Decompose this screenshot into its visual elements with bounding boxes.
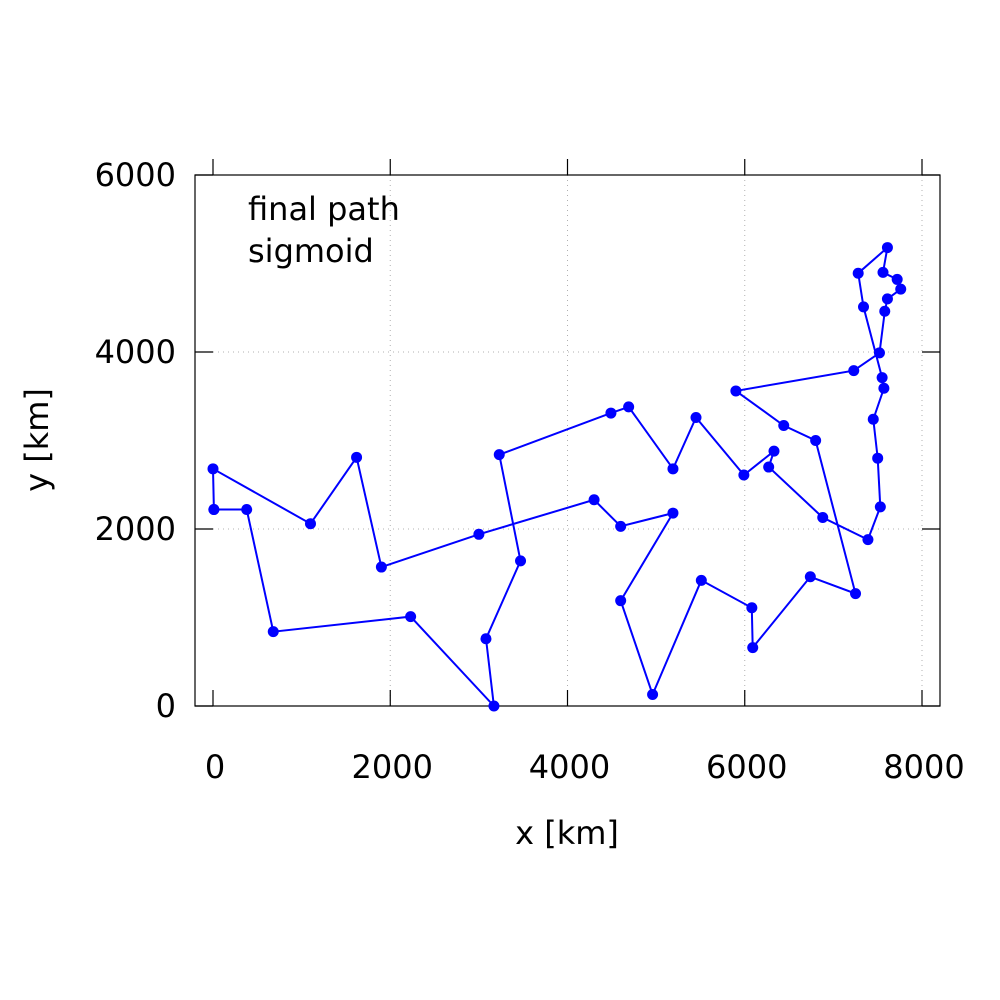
path-point xyxy=(873,347,885,359)
path-point xyxy=(695,574,707,586)
y-tick-label: 0 xyxy=(156,687,176,725)
path-point xyxy=(874,501,886,513)
x-tick-label: 0 xyxy=(205,748,225,786)
path-point xyxy=(876,372,888,384)
path-point xyxy=(738,469,750,481)
path-point xyxy=(667,463,679,475)
path-point xyxy=(810,435,822,446)
x-tick-label: 8000 xyxy=(883,748,964,786)
path-point xyxy=(667,507,679,519)
path-point xyxy=(817,511,829,523)
path-point xyxy=(267,626,279,638)
path-point xyxy=(848,365,860,377)
path-point xyxy=(768,445,780,457)
path-point xyxy=(746,602,758,614)
y-tick-label: 2000 xyxy=(95,510,176,548)
path-point xyxy=(623,401,635,413)
path-point xyxy=(615,520,627,532)
y-tick-label: 6000 xyxy=(95,156,176,194)
x-tick-label: 2000 xyxy=(352,748,433,786)
path-point xyxy=(872,452,884,464)
path-point xyxy=(304,518,316,530)
path-point xyxy=(881,293,893,305)
path-point xyxy=(879,305,891,317)
path-point xyxy=(488,700,500,712)
path-point xyxy=(858,301,870,313)
ticks-layer: 0 2000 4000 6000 8000 0 2000 4000 6000 xyxy=(95,156,965,786)
path-point xyxy=(895,283,907,295)
path-point xyxy=(862,534,874,546)
path-point xyxy=(747,642,759,654)
path-point xyxy=(850,588,862,600)
grid-layer xyxy=(213,175,940,706)
path-point xyxy=(867,413,879,425)
x-tick-label: 6000 xyxy=(706,748,787,786)
y-tick-label: 4000 xyxy=(95,333,176,371)
path-point xyxy=(615,595,627,607)
path-point xyxy=(647,688,659,700)
path-point xyxy=(375,561,387,573)
path-point xyxy=(891,273,903,285)
path-line xyxy=(211,244,902,709)
y-axis-title: y [km] xyxy=(18,388,56,492)
path-point xyxy=(207,463,219,475)
path-point xyxy=(605,407,617,419)
path-point xyxy=(473,528,485,540)
annotation-line-2: sigmoid xyxy=(248,232,374,270)
path-point xyxy=(852,267,864,279)
path-point xyxy=(881,242,893,254)
path-point xyxy=(351,451,363,463)
path-point xyxy=(493,449,505,461)
path-point xyxy=(515,555,527,567)
path-point xyxy=(480,633,492,645)
path-point xyxy=(804,571,816,583)
path-point xyxy=(690,411,702,423)
path-point xyxy=(763,461,775,473)
path-point xyxy=(730,385,742,397)
path-point xyxy=(878,382,890,394)
path-point xyxy=(588,494,600,506)
path-point xyxy=(877,266,889,278)
x-axis-title: x [km] xyxy=(515,814,619,852)
path-point xyxy=(241,504,253,516)
path-point xyxy=(208,504,220,516)
series-layer xyxy=(207,242,907,712)
x-tick-label: 4000 xyxy=(529,748,610,786)
path-point xyxy=(405,611,417,623)
path-point xyxy=(778,419,790,431)
annotation-line-1: final path xyxy=(248,190,400,228)
